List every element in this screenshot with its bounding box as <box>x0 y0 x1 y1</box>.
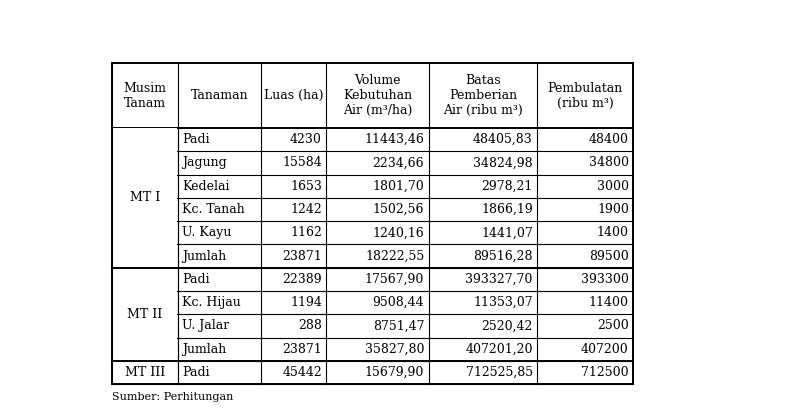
Text: Volume
Kebutuhan
Air (m³/ha): Volume Kebutuhan Air (m³/ha) <box>342 74 412 117</box>
Text: 18222,55: 18222,55 <box>365 249 424 262</box>
Text: 1162: 1162 <box>290 226 322 239</box>
Text: 1900: 1900 <box>597 203 629 216</box>
Text: 1240,16: 1240,16 <box>373 226 424 239</box>
Text: MT III: MT III <box>125 366 165 379</box>
Text: MT I: MT I <box>130 192 160 205</box>
Text: Padi: Padi <box>182 133 210 146</box>
Text: Kedelai: Kedelai <box>182 180 230 193</box>
Text: 23871: 23871 <box>282 343 322 356</box>
Text: 11400: 11400 <box>589 296 629 309</box>
Text: 2520,42: 2520,42 <box>482 320 533 333</box>
Text: 3000: 3000 <box>597 180 629 193</box>
Text: 712500: 712500 <box>582 366 629 379</box>
Text: Sumber: Perhitungan: Sumber: Perhitungan <box>112 392 234 402</box>
Text: 1242: 1242 <box>290 203 322 216</box>
Text: 48405,83: 48405,83 <box>473 133 533 146</box>
Text: Jumlah: Jumlah <box>182 343 226 356</box>
Text: MT II: MT II <box>127 308 162 321</box>
Text: 2500: 2500 <box>597 320 629 333</box>
Text: 35827,80: 35827,80 <box>365 343 424 356</box>
Text: 1866,19: 1866,19 <box>481 203 533 216</box>
Text: 1400: 1400 <box>597 226 629 239</box>
Text: 2234,66: 2234,66 <box>373 156 424 169</box>
Text: Padi: Padi <box>182 273 210 286</box>
Text: 45442: 45442 <box>282 366 322 379</box>
Text: 1502,56: 1502,56 <box>373 203 424 216</box>
Text: 15679,90: 15679,90 <box>365 366 424 379</box>
Text: Jumlah: Jumlah <box>182 249 226 262</box>
Text: 34824,98: 34824,98 <box>473 156 533 169</box>
Text: Padi: Padi <box>182 366 210 379</box>
Text: Pembulatan
(ribu m³): Pembulatan (ribu m³) <box>547 81 622 110</box>
Text: 48400: 48400 <box>589 133 629 146</box>
Text: 288: 288 <box>298 320 322 333</box>
Text: Jagung: Jagung <box>182 156 227 169</box>
Text: 22389: 22389 <box>282 273 322 286</box>
Text: 11353,07: 11353,07 <box>473 296 533 309</box>
Text: 1801,70: 1801,70 <box>373 180 424 193</box>
Text: 393300: 393300 <box>581 273 629 286</box>
Text: 2978,21: 2978,21 <box>482 180 533 193</box>
Text: 15584: 15584 <box>282 156 322 169</box>
Text: U. Jalar: U. Jalar <box>182 320 230 333</box>
Text: 34800: 34800 <box>589 156 629 169</box>
Text: 9508,44: 9508,44 <box>373 296 424 309</box>
Text: 393327,70: 393327,70 <box>466 273 533 286</box>
Text: 4230: 4230 <box>290 133 322 146</box>
Text: 17567,90: 17567,90 <box>365 273 424 286</box>
Text: 89516,28: 89516,28 <box>474 249 533 262</box>
Text: Batas
Pemberian
Air (ribu m³): Batas Pemberian Air (ribu m³) <box>443 74 522 117</box>
Text: 1653: 1653 <box>290 180 322 193</box>
Text: Luas (ha): Luas (ha) <box>264 89 323 102</box>
Text: 11443,46: 11443,46 <box>364 133 424 146</box>
Text: Tanaman: Tanaman <box>190 89 248 102</box>
Text: Kc. Tanah: Kc. Tanah <box>182 203 246 216</box>
Text: Kc. Hijau: Kc. Hijau <box>182 296 242 309</box>
Text: 1194: 1194 <box>290 296 322 309</box>
Text: Musim
Tanam: Musim Tanam <box>123 81 166 110</box>
Text: U. Kayu: U. Kayu <box>182 226 232 239</box>
Text: 1441,07: 1441,07 <box>481 226 533 239</box>
Text: 407200: 407200 <box>581 343 629 356</box>
Text: 712525,85: 712525,85 <box>466 366 533 379</box>
Bar <box>113 361 177 384</box>
Text: 407201,20: 407201,20 <box>466 343 533 356</box>
Text: 89500: 89500 <box>589 249 629 262</box>
Text: 23871: 23871 <box>282 249 322 262</box>
Text: 8751,47: 8751,47 <box>373 320 424 333</box>
